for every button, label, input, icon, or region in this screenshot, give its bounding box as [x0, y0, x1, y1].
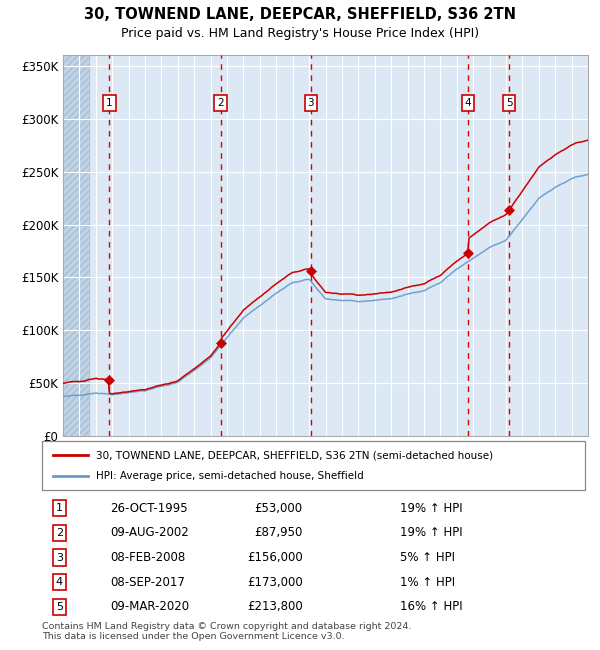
Text: 2: 2 [217, 98, 224, 108]
Text: £213,800: £213,800 [247, 601, 302, 614]
Text: 1: 1 [56, 503, 63, 513]
Text: £87,950: £87,950 [254, 526, 302, 539]
Text: 5% ↑ HPI: 5% ↑ HPI [400, 551, 455, 564]
Bar [63, 55, 89, 436]
Text: 08-SEP-2017: 08-SEP-2017 [110, 576, 185, 589]
Text: 1: 1 [106, 98, 113, 108]
Text: £156,000: £156,000 [247, 551, 302, 564]
Text: £173,000: £173,000 [247, 576, 302, 589]
Text: HPI: Average price, semi-detached house, Sheffield: HPI: Average price, semi-detached house,… [97, 471, 364, 482]
Text: 19% ↑ HPI: 19% ↑ HPI [400, 502, 463, 515]
Text: 3: 3 [308, 98, 314, 108]
Text: 3: 3 [56, 552, 63, 562]
Text: Price paid vs. HM Land Registry's House Price Index (HPI): Price paid vs. HM Land Registry's House … [121, 27, 479, 40]
Text: Contains HM Land Registry data © Crown copyright and database right 2024.
This d: Contains HM Land Registry data © Crown c… [42, 622, 412, 642]
Text: £53,000: £53,000 [254, 502, 302, 515]
Text: 5: 5 [56, 602, 63, 612]
Text: 2: 2 [56, 528, 63, 538]
Text: 16% ↑ HPI: 16% ↑ HPI [400, 601, 463, 614]
Text: 09-AUG-2002: 09-AUG-2002 [110, 526, 188, 539]
Text: 30, TOWNEND LANE, DEEPCAR, SHEFFIELD, S36 2TN (semi-detached house): 30, TOWNEND LANE, DEEPCAR, SHEFFIELD, S3… [97, 450, 493, 460]
Text: 30, TOWNEND LANE, DEEPCAR, SHEFFIELD, S36 2TN: 30, TOWNEND LANE, DEEPCAR, SHEFFIELD, S3… [84, 7, 516, 23]
Text: 19% ↑ HPI: 19% ↑ HPI [400, 526, 463, 539]
FancyBboxPatch shape [42, 441, 585, 490]
Text: 1% ↑ HPI: 1% ↑ HPI [400, 576, 455, 589]
Text: 08-FEB-2008: 08-FEB-2008 [110, 551, 185, 564]
Text: 4: 4 [465, 98, 472, 108]
Text: 4: 4 [56, 577, 63, 587]
Text: 5: 5 [506, 98, 512, 108]
Text: 26-OCT-1995: 26-OCT-1995 [110, 502, 187, 515]
Text: 09-MAR-2020: 09-MAR-2020 [110, 601, 189, 614]
Bar [63, 55, 89, 436]
